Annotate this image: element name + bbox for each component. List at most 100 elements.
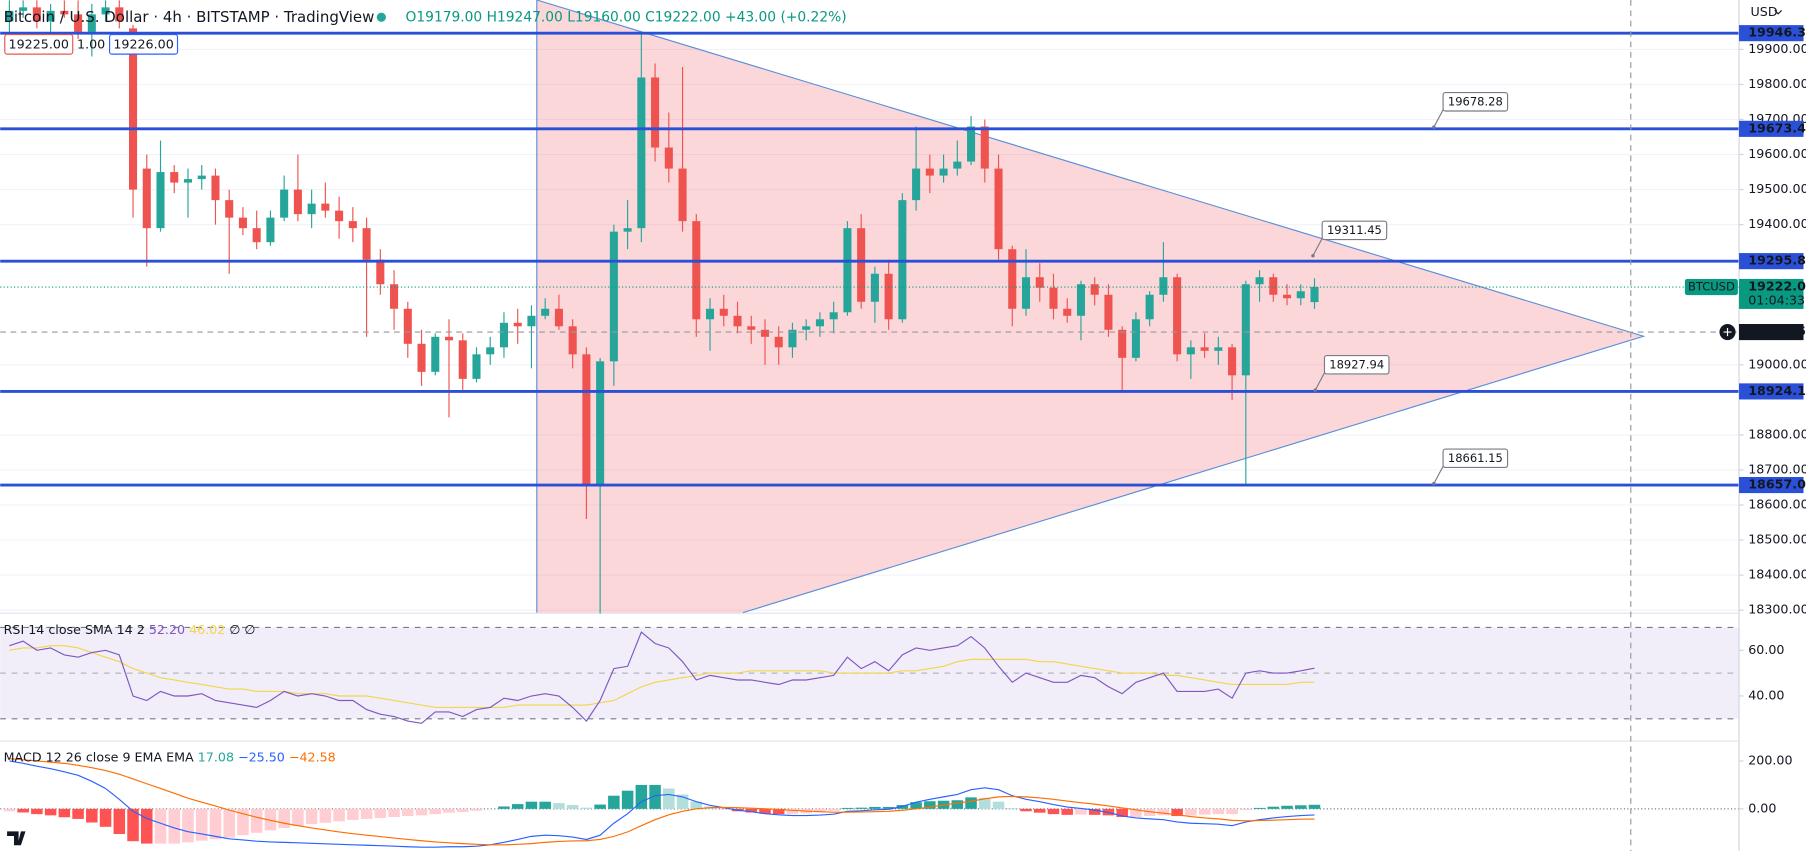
histogram-bar — [17, 808, 29, 813]
histogram-bar — [1116, 808, 1128, 818]
candle-body — [46, 10, 55, 22]
candle-body — [774, 336, 783, 348]
histogram-bar — [663, 788, 675, 809]
candle-body — [1283, 294, 1292, 299]
callout-anchor — [1311, 253, 1315, 258]
axis-layer: 19900.0019800.0019700.0019600.0019500.00… — [1684, 25, 1806, 815]
candle-body — [829, 312, 838, 320]
candle-body — [706, 308, 715, 320]
candle-body — [870, 273, 879, 302]
candle-body — [1228, 347, 1237, 376]
candle-body — [417, 343, 426, 372]
legend-value: 46.02 — [189, 621, 225, 636]
crosshair-box — [1739, 323, 1804, 341]
candle-body — [788, 329, 797, 348]
histogram-bar — [1075, 808, 1087, 815]
symbol-title: Bitcoin / U.S. Dollar · 4h · BITSTAMP · … — [4, 8, 375, 26]
candle-body — [980, 126, 989, 169]
candle-body — [1090, 284, 1099, 295]
candle-body — [843, 228, 852, 313]
histogram-bar — [319, 808, 332, 823]
price-axis — [1739, 0, 1806, 851]
candle-body — [486, 347, 495, 355]
histogram-bar — [415, 808, 428, 816]
legend-value: 17.08 — [198, 749, 234, 764]
histogram-bar — [1308, 804, 1321, 809]
callout-anchor — [1313, 388, 1317, 392]
candle-body — [541, 308, 550, 316]
candle-body — [898, 200, 907, 320]
candle-body — [1255, 277, 1264, 285]
candle-body — [348, 221, 357, 229]
histogram-bar — [869, 806, 881, 809]
candle-body — [1186, 347, 1195, 355]
histogram-bar — [223, 808, 235, 838]
histogram-bar — [1061, 808, 1073, 815]
histogram-bar — [1006, 808, 1019, 809]
y-tick-label: 200.00 — [1748, 752, 1792, 767]
candle-body — [1049, 287, 1058, 309]
histogram-bar — [388, 808, 400, 818]
level-label-box — [1739, 253, 1804, 270]
callout-box — [1321, 220, 1388, 241]
histogram-bar — [635, 784, 648, 809]
candle-body — [362, 228, 371, 260]
status-dot — [376, 12, 386, 22]
ohlc-legend: O19179.00 H19247.00 L19160.00 C19222.00 … — [406, 9, 847, 25]
candle-body — [527, 315, 536, 327]
candle-body — [1269, 277, 1278, 295]
histogram-bar — [3, 808, 16, 812]
histogram-bar — [882, 806, 895, 809]
candle-body — [1063, 308, 1072, 316]
candle-body — [1200, 347, 1209, 351]
callout-label: 18927.94 — [1329, 357, 1384, 371]
histogram-bar — [1253, 807, 1266, 809]
histogram-bar — [402, 808, 414, 817]
currency[interactable]: USD — [1751, 4, 1778, 19]
histogram-bar — [58, 808, 71, 818]
candle-body — [335, 210, 344, 222]
buy-button[interactable] — [109, 33, 179, 55]
legend-extra: ∅ ∅ — [229, 621, 255, 636]
candle-body — [252, 228, 261, 243]
currency-dropdown[interactable] — [1774, 9, 1783, 15]
histogram-bar — [772, 808, 785, 815]
candle-body — [266, 217, 275, 243]
candle-body — [197, 175, 206, 180]
histogram-bar — [360, 808, 373, 819]
histogram-bar — [1143, 808, 1156, 817]
histogram-bar — [1020, 808, 1032, 812]
histogram-bar — [1185, 808, 1197, 816]
candle-body — [802, 326, 811, 330]
indicator-legend: MACD 12 26 close 9 EMA EMA 17.08 −25.50 … — [4, 749, 336, 764]
candle-body — [225, 200, 234, 218]
candle-body — [1104, 294, 1113, 330]
histogram-bar — [1171, 808, 1183, 817]
candle-body — [925, 168, 934, 176]
sell-button[interactable] — [4, 33, 74, 55]
callout-box — [1442, 448, 1509, 469]
candle-body — [884, 273, 893, 320]
histogram-bar — [951, 800, 964, 809]
histogram-bar — [676, 794, 689, 809]
spread: 1.00 — [77, 36, 105, 51]
candle-body — [458, 340, 467, 379]
candle-body — [953, 161, 962, 169]
candle-body — [1076, 284, 1085, 316]
histogram-bar — [566, 805, 579, 809]
histogram-bar — [580, 807, 593, 809]
candle-body — [967, 126, 976, 162]
crosshair-label: 19093.56 — [1748, 324, 1806, 339]
histogram-bar — [209, 808, 222, 840]
legend-value: 52.20 — [149, 621, 185, 636]
candle-body — [1214, 347, 1223, 351]
candle-body — [74, 14, 83, 32]
logo — [7, 831, 26, 846]
bid: 19225.00 — [9, 36, 69, 51]
indicator-legend: RSI 14 close SMA 14 2 52.20 46.02 ∅ ∅ — [4, 621, 256, 636]
callout-box — [1323, 354, 1390, 375]
histogram-bar — [814, 808, 826, 813]
candle-body — [390, 284, 399, 309]
